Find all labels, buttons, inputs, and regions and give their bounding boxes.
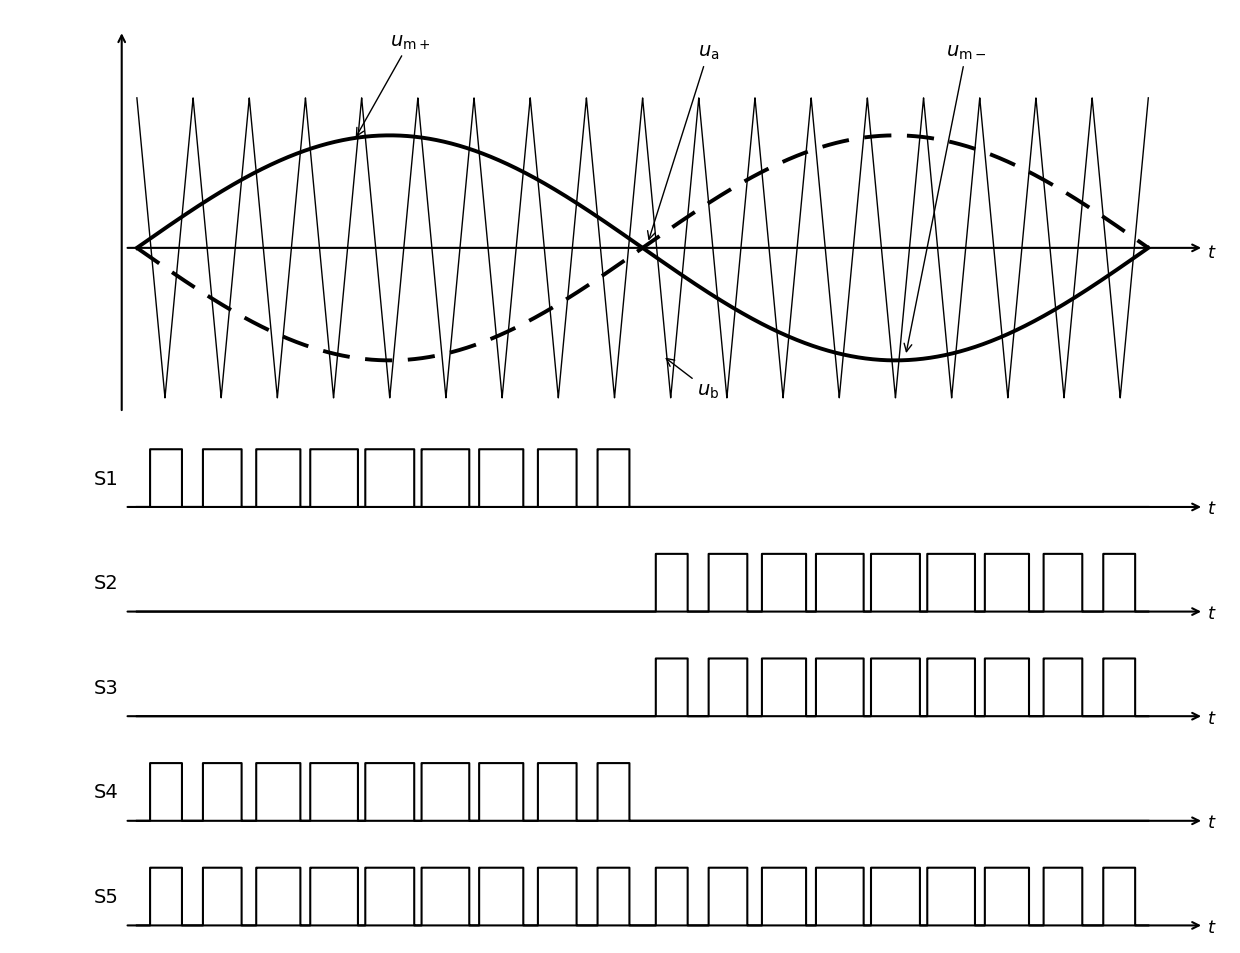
Text: S2: S2: [94, 574, 119, 593]
Text: $t$: $t$: [1207, 918, 1216, 936]
Text: S4: S4: [94, 782, 119, 801]
Text: $u_{\mathrm{m+}}$: $u_{\mathrm{m+}}$: [356, 32, 430, 137]
Text: $u_{\mathrm{m-}}$: $u_{\mathrm{m-}}$: [904, 43, 986, 353]
Text: $u_{\mathrm{a}}$: $u_{\mathrm{a}}$: [647, 43, 719, 240]
Text: $t$: $t$: [1207, 814, 1216, 831]
Text: S5: S5: [94, 887, 119, 906]
Text: $t$: $t$: [1207, 709, 1216, 727]
Text: S3: S3: [94, 679, 119, 697]
Text: $t$: $t$: [1207, 500, 1216, 517]
Text: $t$: $t$: [1207, 604, 1216, 622]
Text: S1: S1: [94, 469, 119, 488]
Text: $u_{\mathrm{b}}$: $u_{\mathrm{b}}$: [666, 359, 719, 401]
Text: $t$: $t$: [1207, 244, 1216, 262]
